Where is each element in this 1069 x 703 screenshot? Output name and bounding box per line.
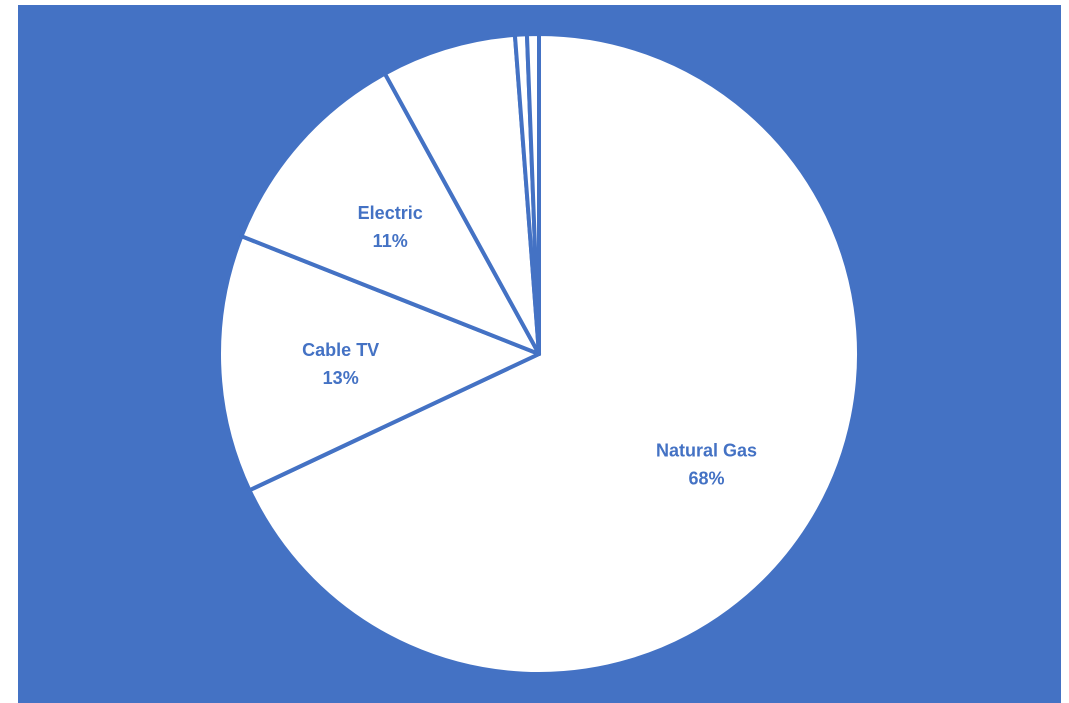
pie-slice-unlabeled-5 <box>524 32 541 356</box>
pie-slice-natural-gas <box>247 32 861 676</box>
data-label-cable-tv: Cable TV 13% <box>302 340 379 388</box>
pie-slice-electric <box>239 71 541 356</box>
pie-labels: Natural Gas 68% Cable TV 13% Electric 11% <box>302 203 757 488</box>
data-label-electric: Electric 11% <box>358 203 423 251</box>
pie-slice-unlabeled-3 <box>382 32 541 356</box>
pie-slices <box>217 32 861 676</box>
pie-slice-cable-tv <box>217 234 541 493</box>
data-label-natural-gas: Natural Gas 68% <box>656 440 757 488</box>
